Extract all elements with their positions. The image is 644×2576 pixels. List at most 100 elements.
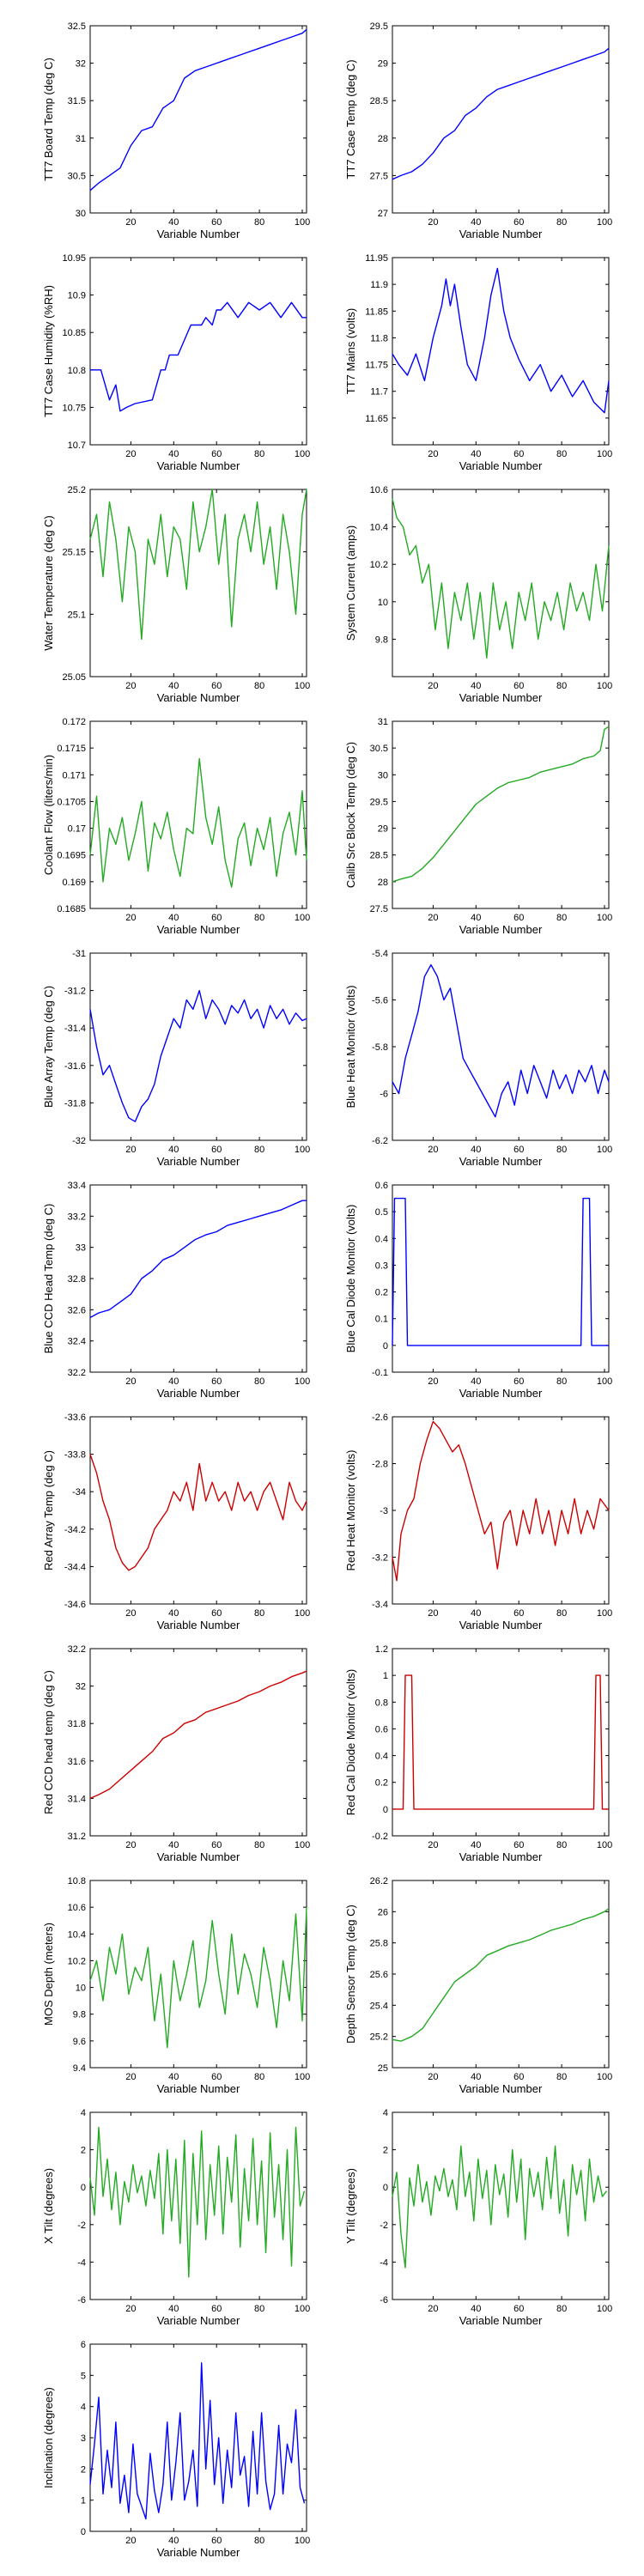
y-tick-label: -33.6: [64, 1413, 86, 1423]
y-axis-label: TT7 Case Temp (deg C): [344, 59, 357, 179]
x-tick-label: 20: [125, 681, 136, 691]
y-tick-label: 0.6: [375, 1724, 388, 1735]
y-tick-label: 10.2: [370, 560, 388, 570]
y-axis-label: Red CCD head temp (deg C): [42, 1670, 55, 1814]
y-tick-label: 0.17: [68, 824, 86, 835]
x-tick-label: 60: [211, 913, 222, 923]
y-axis-label: Y Tilt (degrees): [344, 2168, 357, 2244]
x-tick-label: 60: [211, 681, 222, 691]
x-tick-label: 80: [254, 2304, 264, 2314]
series-line: [89, 1454, 307, 1571]
x-tick-label: 60: [211, 1376, 222, 1387]
y-tick-label: 31.2: [68, 1832, 86, 1842]
y-tick-label: -2: [77, 2221, 86, 2231]
plot-frame: [89, 257, 307, 446]
y-tick-label: 4: [81, 2108, 86, 2118]
y-tick-label: 10: [378, 598, 388, 608]
plot-frame: [392, 1880, 610, 2069]
y-tick-label: -3.4: [372, 1600, 388, 1610]
series-line: [89, 28, 307, 191]
y-tick-label: -31.4: [64, 1024, 86, 1034]
y-tick-label: 32: [76, 59, 86, 70]
y-tick-label: 31.5: [68, 96, 86, 106]
y-tick-label: 0.1715: [57, 744, 86, 754]
x-tick-label: 60: [211, 1608, 222, 1619]
x-tick-label: 80: [254, 217, 264, 228]
y-axis-label: MOS Depth (meters): [42, 1923, 55, 2026]
chart-panel: 20 40 60 80 100 30 30.5 31 31.5 32 32.5 Variable Nu…: [42, 21, 310, 240]
y-tick-label: 0: [81, 2183, 86, 2193]
series-line: [89, 1670, 307, 1800]
y-axis-label: Blue Cal Diode Monitor (volts): [344, 1205, 357, 1353]
x-tick-label: 20: [428, 449, 438, 459]
y-tick-label: 27.5: [370, 171, 388, 181]
y-tick-label: 25.2: [68, 485, 86, 495]
plot-frame: [89, 489, 307, 677]
y-tick-label: 0.5: [375, 1207, 388, 1218]
y-axis-label: System Current (amps): [344, 526, 357, 641]
x-axis-label: Variable Number: [157, 923, 240, 936]
plot-frame: [89, 2343, 307, 2532]
y-axis-label: Red Heat Monitor (volts): [344, 1450, 357, 1571]
y-tick-label: 31.6: [68, 1757, 86, 1767]
x-tick-label: 20: [125, 217, 136, 228]
x-tick-label: 40: [168, 2304, 179, 2314]
chart-panel: 20 40 60 80 100 -6.2 -6 -5.8 -5.6 -5.4 Variable Nu…: [344, 949, 612, 1168]
chart-panel: 20 40 60 80 100 0 1 2 3 4 5 6 Variable Number Inclina…: [42, 2340, 310, 2559]
series-line: [89, 2126, 306, 2278]
x-tick-label: 80: [556, 2304, 567, 2314]
chart-panel: 20 40 60 80 100 -6 -4 -2 0 2 4 Variable Number Y Til…: [344, 2108, 612, 2327]
y-tick-label: 1: [383, 1671, 388, 1681]
y-tick-label: -31.8: [64, 1098, 86, 1109]
x-tick-label: 60: [211, 1840, 222, 1850]
x-axis-label: Variable Number: [459, 459, 543, 472]
plot-frame: [392, 720, 610, 909]
y-tick-label: 25.8: [370, 1939, 388, 1949]
x-tick-label: 100: [295, 913, 310, 923]
y-tick-label: 25.1: [68, 610, 86, 620]
x-tick-label: 40: [471, 217, 481, 228]
y-tick-label: -31: [72, 949, 86, 959]
x-tick-label: 20: [125, 1376, 136, 1387]
x-tick-label: 60: [211, 2304, 222, 2314]
y-tick-label: 25.4: [370, 2001, 388, 2011]
x-tick-label: 60: [513, 2304, 524, 2314]
x-tick-label: 60: [513, 1608, 524, 1619]
y-tick-label: 29: [378, 824, 388, 835]
x-axis-label: Variable Number: [459, 2314, 543, 2327]
y-tick-label: 29.5: [370, 797, 388, 807]
x-tick-label: 20: [428, 2304, 438, 2314]
x-tick-label: 100: [597, 1840, 612, 1850]
x-tick-label: 60: [513, 2072, 524, 2082]
x-tick-label: 40: [168, 449, 179, 459]
x-tick-label: 40: [168, 2536, 179, 2546]
chart-panel: 20 40 60 80 100 9.8 10 10.2 10.4 10.6 Variable Num…: [344, 485, 612, 704]
series-line: [89, 757, 307, 888]
x-tick-label: 60: [513, 449, 524, 459]
x-tick-label: 20: [125, 449, 136, 459]
chart-panel: 20 40 60 80 100 25 25.2 25.4 25.6 25.8 26 26.2 Varia…: [344, 1876, 612, 2095]
plot-frame: [392, 489, 610, 677]
x-tick-label: 40: [168, 681, 179, 691]
y-tick-label: -0.1: [372, 1368, 388, 1378]
x-tick-label: 40: [471, 681, 481, 691]
y-tick-label: -0.2: [372, 1832, 388, 1842]
x-tick-label: 100: [597, 2304, 612, 2314]
y-tick-label: 32.4: [68, 1337, 86, 1347]
x-tick-label: 80: [556, 2072, 567, 2082]
x-tick-label: 20: [125, 1840, 136, 1850]
y-tick-label: 11.85: [365, 307, 388, 317]
x-tick-label: 60: [513, 1376, 524, 1387]
series-line: [392, 1674, 609, 1810]
x-tick-label: 40: [471, 1376, 481, 1387]
x-axis-label: Variable Number: [157, 1850, 240, 1863]
chart-panel: 20 40 60 80 100 -0.2 0 0.2 0.4 0.6 0.8 1 1.2 Variable…: [344, 1644, 612, 1863]
x-tick-label: 80: [254, 681, 264, 691]
y-tick-label: -6: [380, 2295, 388, 2306]
y-tick-label: 31: [76, 134, 86, 144]
y-tick-label: 9.8: [375, 635, 388, 645]
y-tick-label: 26: [378, 1907, 388, 1917]
x-tick-label: 80: [254, 449, 264, 459]
y-axis-label: Water Temperature (deg C): [42, 515, 55, 651]
x-tick-label: 100: [295, 2072, 310, 2082]
